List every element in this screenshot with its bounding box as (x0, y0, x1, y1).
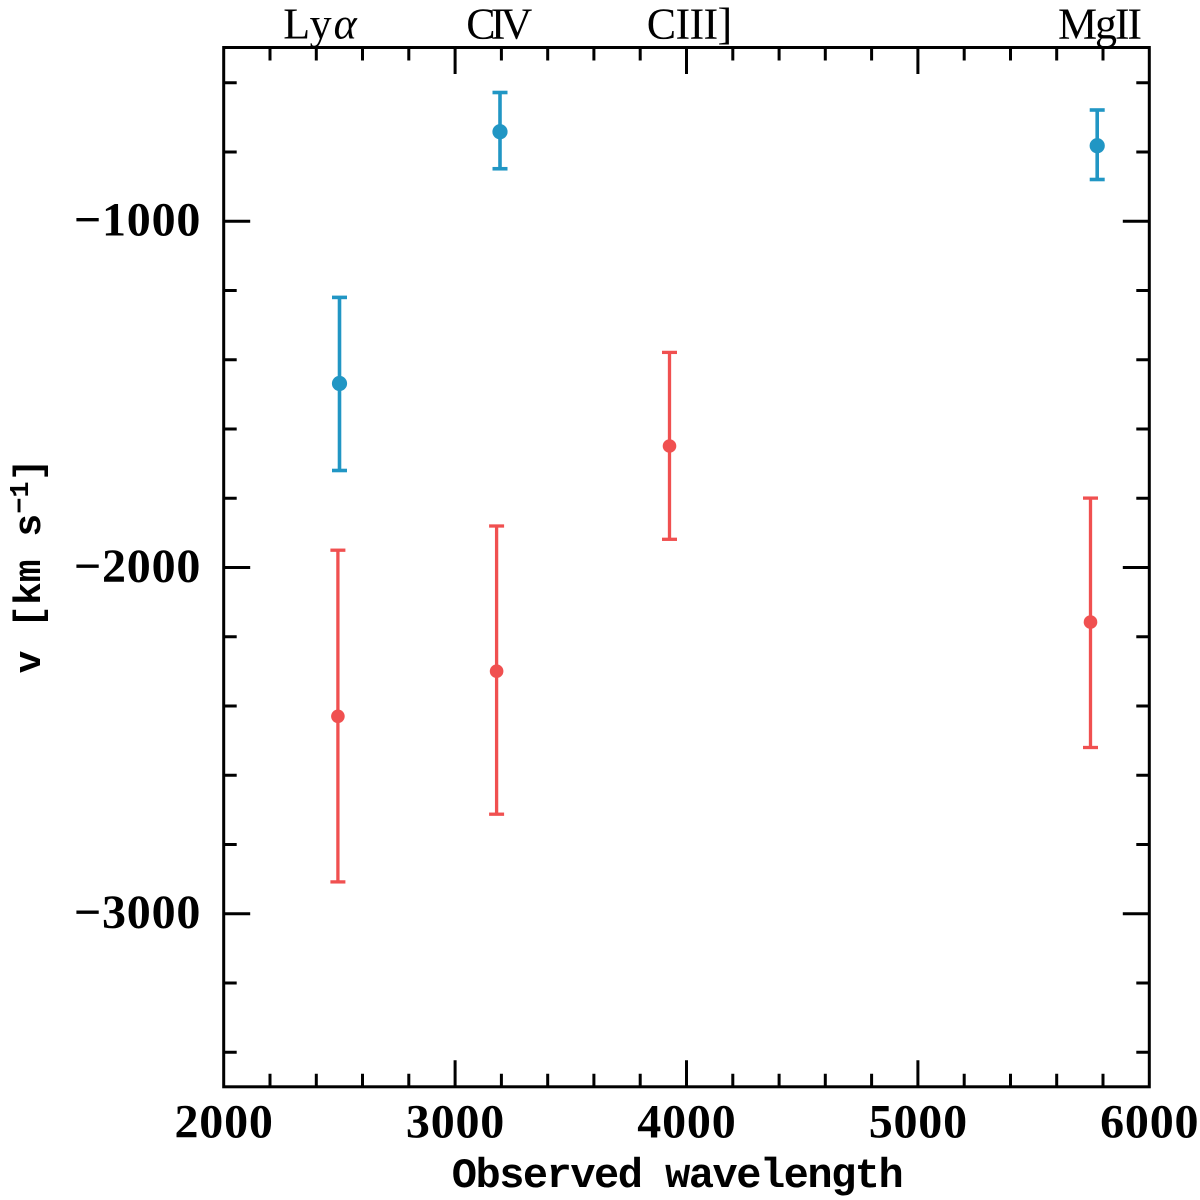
svg-text:2000: 2000 (174, 1096, 273, 1149)
svg-text:4000: 4000 (637, 1096, 736, 1149)
svg-text:5000: 5000 (869, 1096, 968, 1149)
svg-text:3000: 3000 (406, 1096, 505, 1149)
svg-text:−2000: −2000 (74, 540, 201, 593)
svg-text:CIII]: CIII] (647, 0, 733, 49)
svg-text:−3000: −3000 (74, 886, 201, 939)
svg-text:MgII: MgII (1058, 0, 1142, 49)
svg-text:CIV: CIV (466, 0, 532, 49)
svg-text:6000: 6000 (1100, 1096, 1199, 1149)
svg-text:Observed wavelength: Observed wavelength (452, 1152, 902, 1200)
svg-text:Lyα: Lyα (283, 0, 357, 49)
svg-text:−1000: −1000 (74, 194, 201, 247)
